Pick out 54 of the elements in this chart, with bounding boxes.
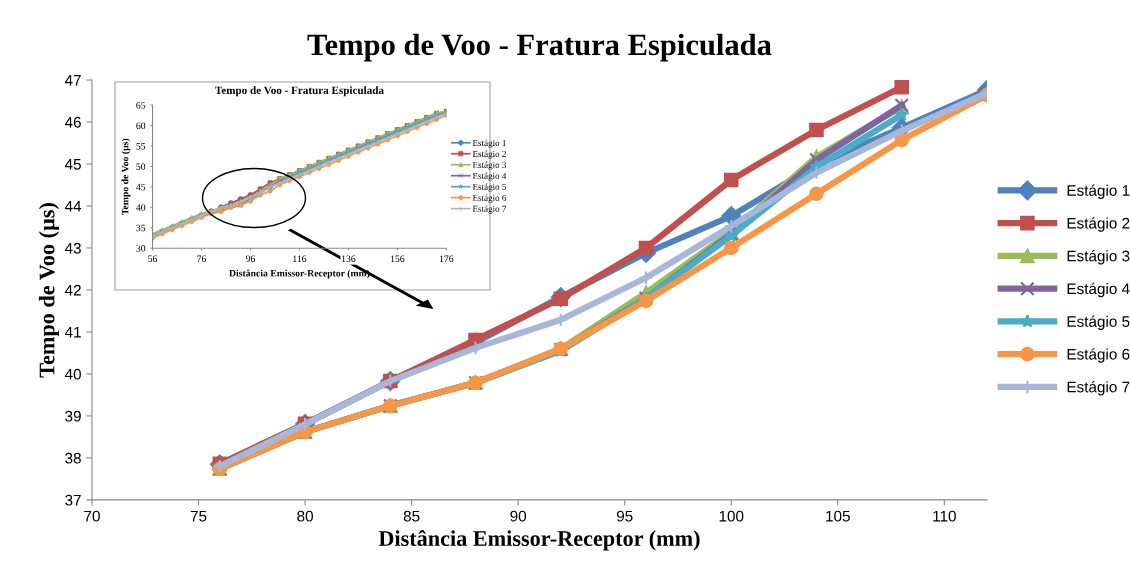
x-tick-label: 70	[84, 510, 100, 522]
x-axis-title: Distância Emissor-Receptor (mm)	[378, 530, 700, 551]
y-axis-title: Tempo de Voo (µs)	[121, 138, 131, 215]
legend-label: Estágio 2	[1067, 217, 1130, 232]
y-tick-label: 50	[136, 163, 146, 170]
legend-label: Estágio 1	[1067, 184, 1130, 199]
y-tick-label: 60	[136, 122, 146, 130]
x-tick-label: 105	[826, 510, 850, 522]
x-tick-label: 96	[245, 255, 256, 262]
y-tick-label: 47	[64, 75, 81, 86]
legend-label: Estágio 5	[472, 183, 507, 192]
legend-label: Estágio 4	[472, 172, 507, 181]
chart-title: Tempo de Voo - Fratura Espiculada	[307, 33, 772, 62]
y-tick-label: 45	[136, 183, 146, 191]
y-tick-label: 37	[65, 494, 81, 506]
y-tick-label: 40	[64, 368, 81, 380]
legend-label: Estágio 3	[472, 161, 507, 170]
chart-title: Tempo de Voo - Fratura Espiculada	[215, 86, 384, 97]
legend-label: Estágio 4	[1067, 282, 1130, 298]
y-tick-label: 38	[65, 452, 81, 464]
y-axis-title: Tempo de Voo (µs)	[38, 203, 60, 378]
x-tick-label: 156	[390, 255, 405, 262]
y-tick-label: 40	[136, 204, 146, 211]
legend-label: Estágio 1	[472, 139, 506, 148]
legend-label: Estágio 7	[1067, 381, 1130, 396]
legend-label: Estágio 3	[1067, 249, 1130, 265]
x-tick-label: 90	[510, 510, 527, 522]
y-tick-label: 65	[136, 102, 146, 109]
y-tick-label: 41	[64, 326, 81, 338]
y-tick-label: 43	[64, 242, 81, 254]
legend-label: Estágio 6	[472, 194, 507, 203]
legend-label: Estágio 5	[1067, 315, 1130, 330]
y-tick-label: 30	[136, 245, 146, 252]
x-tick-label: 76	[197, 255, 207, 262]
y-tick-label: 39	[65, 410, 81, 422]
x-tick-label: 85	[403, 510, 420, 522]
x-tick-label: 116	[293, 255, 307, 262]
y-tick-label: 46	[64, 116, 81, 128]
x-tick-label: 136	[341, 255, 356, 262]
y-tick-label: 44	[64, 201, 82, 212]
x-tick-label: 75	[190, 510, 207, 522]
legend-label: Estágio 7	[472, 205, 507, 214]
x-tick-label: 80	[297, 510, 313, 522]
y-tick-label: 42	[64, 284, 81, 296]
x-tick-label: 176	[439, 255, 454, 262]
legend-label: Estágio 2	[472, 150, 506, 159]
y-tick-label: 35	[136, 224, 146, 232]
x-tick-label: 100	[719, 510, 744, 522]
y-tick-label: 45	[64, 159, 81, 170]
y-tick-label: 55	[136, 143, 146, 150]
x-tick-label: 56	[148, 255, 158, 262]
x-tick-label: 110	[933, 510, 956, 522]
x-tick-label: 95	[616, 510, 633, 522]
legend-label: Estágio 6	[1067, 348, 1130, 363]
